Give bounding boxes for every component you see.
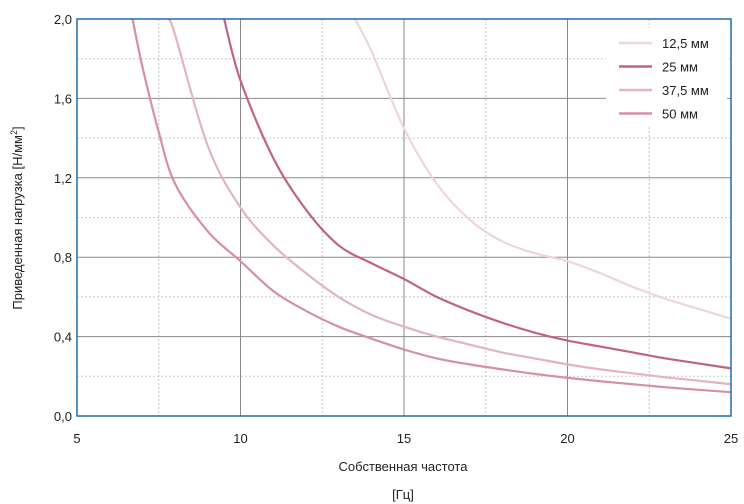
series-line-2 [223, 19, 731, 370]
x-tick-label: 15 [397, 431, 411, 446]
x-tick-label: 5 [73, 431, 80, 446]
x-tick-label: 20 [560, 431, 574, 446]
y-axis-label-sup: 2 [9, 130, 19, 135]
plot-frame [76, 18, 732, 417]
y-tick-label: 2,0 [54, 12, 72, 27]
y-axis-label-close: ] [10, 126, 25, 130]
x-axis-unit: [Гц] [392, 487, 414, 502]
series-layer [131, 19, 731, 394]
legend: 12,5 мм 25 мм 37,5 мм 50 мм [606, 28, 727, 126]
y-tick-label: 0,8 [54, 250, 72, 265]
legend-label: 50 мм [662, 107, 698, 122]
y-axis-label: Приведенная нагрузка [Н/мм2] [9, 126, 25, 309]
x-tick-label: 10 [233, 431, 247, 446]
x-tick-label: 25 [724, 431, 738, 446]
legend-background [606, 28, 727, 126]
y-tick-label: 0,0 [54, 409, 72, 424]
series-line-3 [167, 19, 731, 386]
legend-label: 12,5 мм [662, 36, 709, 51]
y-tick-label: 1,2 [54, 171, 72, 186]
y-tick-label: 0,4 [54, 330, 72, 345]
y-tick-label: 1,6 [54, 91, 72, 106]
series-line-1 [353, 19, 731, 320]
y-tick-labels: 0,0 0,4 0,8 1,2 1,6 2,0 [54, 12, 72, 424]
series-line-4 [131, 19, 731, 394]
y-axis-label-main: Приведенная нагрузка [Н/мм [10, 135, 25, 310]
legend-label: 25 мм [662, 60, 698, 75]
plot-border [76, 18, 732, 417]
x-tick-labels: 5 10 15 20 25 [73, 431, 738, 446]
legend-label: 37,5 мм [662, 83, 709, 98]
x-axis-label: Собственная частота [339, 459, 469, 474]
